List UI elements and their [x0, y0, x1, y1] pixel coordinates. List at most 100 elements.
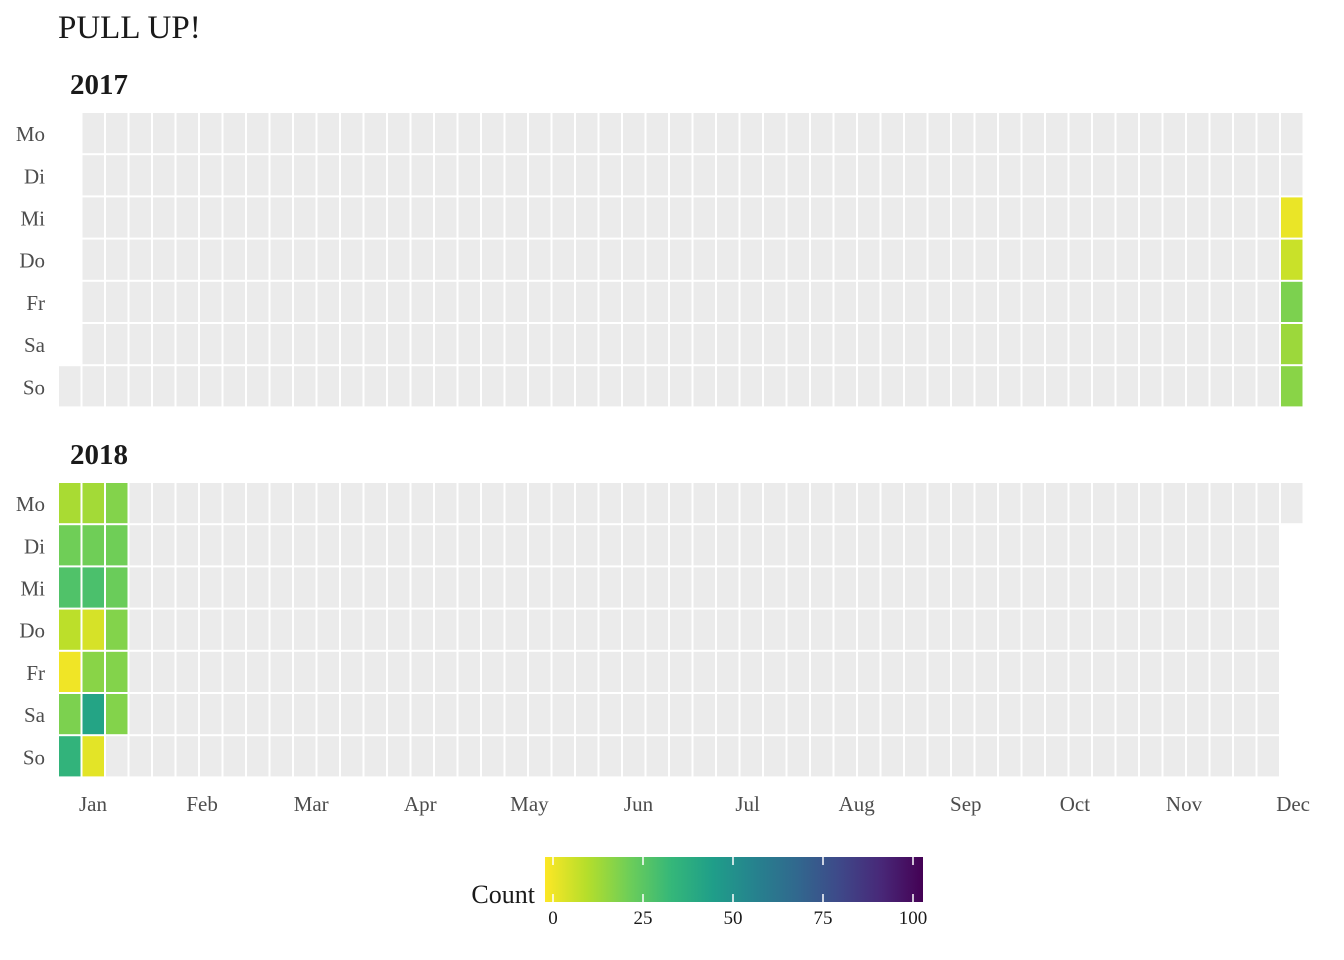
day-cell-empty [1116, 197, 1138, 238]
weekday-label: Fr [26, 661, 45, 685]
day-cell-empty [905, 651, 927, 692]
day-cell-empty [270, 324, 292, 365]
day-cell-empty [1234, 324, 1256, 365]
day-cell-empty [317, 155, 339, 196]
day-cell-empty [458, 113, 480, 154]
day-cell-empty [59, 366, 81, 407]
day-cell-empty [1093, 651, 1115, 692]
day-cell-empty [740, 736, 762, 777]
day-cell-empty [576, 366, 598, 407]
day-cell-empty [1116, 483, 1138, 524]
day-cell-empty [1257, 651, 1279, 692]
day-cell-empty [1187, 113, 1209, 154]
day-cell-empty [1257, 366, 1279, 407]
day-cell-empty [646, 736, 668, 777]
day-cell-empty [82, 281, 104, 322]
day-cell-empty [787, 525, 809, 566]
day-cell-empty [693, 113, 715, 154]
day-cell-empty [646, 366, 668, 407]
day-cell-empty [1187, 567, 1209, 608]
day-cell-empty [317, 113, 339, 154]
day-cell-empty [952, 567, 974, 608]
weekday-label: Mo [16, 492, 45, 516]
day-cell-empty [82, 197, 104, 238]
day-cell-empty [223, 525, 245, 566]
day-cell-empty [482, 281, 504, 322]
day-cell-empty [458, 651, 480, 692]
day-cell-empty [952, 324, 974, 365]
day-cell-empty [599, 483, 621, 524]
day-cell-empty [458, 609, 480, 650]
day-cell-empty [905, 113, 927, 154]
legend-tick-label: 25 [634, 908, 653, 929]
day-cell-empty [200, 694, 222, 735]
day-cell-empty [411, 281, 433, 322]
day-cell-empty [482, 736, 504, 777]
day-cell-empty [129, 197, 151, 238]
day-cell-empty [270, 651, 292, 692]
day-cell-empty [1257, 324, 1279, 365]
day-cell-empty [1022, 197, 1044, 238]
day-cell-empty [129, 324, 151, 365]
day-cell-empty [552, 736, 574, 777]
day-cell-empty [1022, 525, 1044, 566]
day-cell-2018-01-18: 2018-01-18: 19 [106, 609, 128, 650]
day-cell-empty [294, 324, 316, 365]
day-cell-empty [176, 651, 198, 692]
day-cell-empty [270, 609, 292, 650]
day-cell-empty [1069, 324, 1091, 365]
day-cell-empty [552, 483, 574, 524]
day-cell-empty [435, 197, 457, 238]
day-cell-empty [670, 736, 692, 777]
day-cell-empty [740, 239, 762, 280]
day-cell-2018-01-06: 2018-01-06: 20 [59, 694, 81, 735]
day-cell-empty [975, 281, 997, 322]
day-cell-empty [881, 366, 903, 407]
day-cell-empty [975, 197, 997, 238]
day-cell-empty [1234, 651, 1256, 692]
day-cell-empty [270, 239, 292, 280]
day-cell-empty [223, 609, 245, 650]
day-cell-empty [1187, 366, 1209, 407]
day-cell-empty [458, 567, 480, 608]
day-cell-empty [811, 113, 833, 154]
day-cell-empty [106, 281, 128, 322]
day-cell-empty [458, 366, 480, 407]
day-cell-empty [787, 651, 809, 692]
day-cell-empty [1046, 736, 1068, 777]
day-cell-empty [176, 366, 198, 407]
day-cell-empty [388, 736, 410, 777]
day-cell-empty [834, 366, 856, 407]
day-cell-empty [811, 239, 833, 280]
day-cell-empty [482, 483, 504, 524]
day-cell-empty [1022, 651, 1044, 692]
day-cell-empty [388, 525, 410, 566]
day-cell-empty [740, 525, 762, 566]
day-cell-empty [834, 324, 856, 365]
day-cell-empty [811, 281, 833, 322]
day-cell-empty [599, 366, 621, 407]
weekday-label: Di [24, 164, 45, 188]
day-cell-empty [529, 155, 551, 196]
day-cell-empty [364, 324, 386, 365]
day-cell-empty [599, 281, 621, 322]
day-cell-empty [1022, 483, 1044, 524]
day-cell-empty [834, 155, 856, 196]
day-cell-empty [411, 239, 433, 280]
day-cell-empty [811, 324, 833, 365]
day-cell-empty [599, 525, 621, 566]
day-cell-empty [1116, 609, 1138, 650]
day-cell-empty [905, 281, 927, 322]
day-cell-empty [881, 694, 903, 735]
day-cell-empty [106, 366, 128, 407]
day-cell-empty [294, 483, 316, 524]
day-cell-empty [623, 113, 645, 154]
day-cell-empty [576, 651, 598, 692]
day-cell-2017-12-31: 2017-12-31: 18 [1281, 366, 1303, 407]
day-cell-empty [905, 366, 927, 407]
day-cell-empty [1257, 239, 1279, 280]
day-cell-empty [482, 239, 504, 280]
day-cell-empty [176, 281, 198, 322]
day-cell-empty [341, 567, 363, 608]
day-cell-empty [1046, 694, 1068, 735]
